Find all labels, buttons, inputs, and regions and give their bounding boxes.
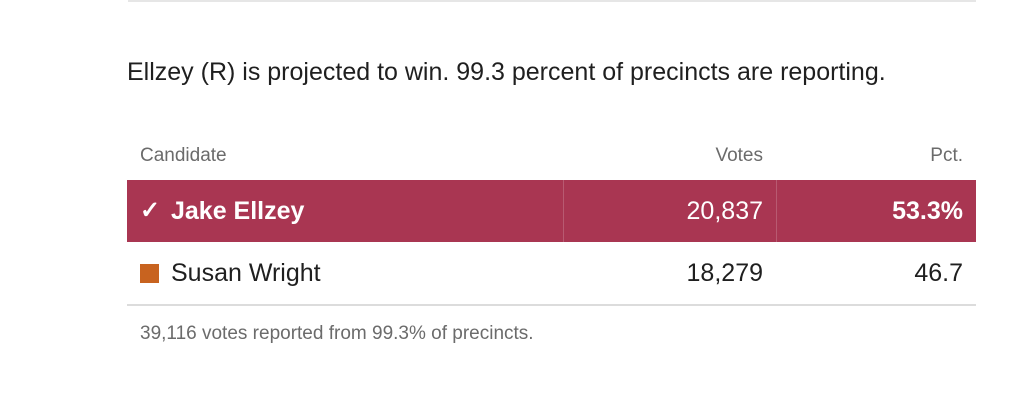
pct-value: 46.7 (914, 259, 963, 287)
projection-headline: Ellzey (R) is projected to win. 99.3 per… (127, 58, 886, 86)
top-divider (128, 0, 976, 2)
candidate-name: Jake Ellzey (171, 197, 305, 225)
header-candidate: Candidate (140, 145, 227, 166)
header-pct: Pct. (930, 145, 963, 166)
pct-value: 53.3% (892, 197, 963, 225)
votes-value: 20,837 (686, 197, 763, 225)
checkmark-icon: ✓ (140, 197, 161, 224)
candidate-cell: Susan Wright (140, 242, 321, 304)
table-row-winner: ✓ Jake Ellzey 20,837 53.3% (127, 180, 976, 242)
header-votes: Votes (715, 145, 763, 166)
candidate-cell: ✓ Jake Ellzey (140, 180, 304, 242)
candidate-name: Susan Wright (171, 259, 321, 287)
reporting-footnote: 39,116 votes reported from 99.3% of prec… (140, 323, 534, 344)
party-color-swatch-icon (140, 263, 159, 283)
table-header-row: Candidate Votes Pct. (127, 140, 976, 180)
votes-value: 18,279 (686, 259, 763, 287)
table-row: Susan Wright 18,279 46.7 (127, 242, 976, 306)
results-table: Candidate Votes Pct. ✓ Jake Ellzey 20,83… (127, 140, 976, 306)
column-separator (776, 180, 777, 242)
column-separator (563, 180, 564, 242)
